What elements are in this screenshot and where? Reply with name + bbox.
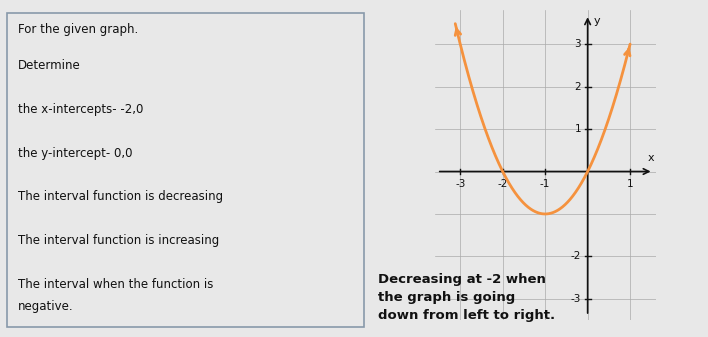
Text: -2: -2 bbox=[498, 179, 508, 189]
Text: the x-intercepts- -2,0: the x-intercepts- -2,0 bbox=[18, 102, 144, 116]
Text: Determine: Determine bbox=[18, 59, 81, 71]
Text: the y-intercept- 0,0: the y-intercept- 0,0 bbox=[18, 147, 133, 159]
Text: y: y bbox=[594, 17, 600, 27]
Text: Decreasing at -2 when
the graph is going
down from left to right.: Decreasing at -2 when the graph is going… bbox=[378, 273, 555, 322]
Text: For the given graph.: For the given graph. bbox=[18, 23, 139, 36]
Text: 1: 1 bbox=[575, 124, 581, 134]
Text: -3: -3 bbox=[455, 179, 465, 189]
Text: x: x bbox=[648, 153, 655, 163]
Text: The interval function is decreasing: The interval function is decreasing bbox=[18, 190, 224, 204]
Text: The interval when the function is: The interval when the function is bbox=[18, 278, 214, 292]
Text: The interval function is increasing: The interval function is increasing bbox=[18, 235, 219, 247]
Text: 2: 2 bbox=[575, 82, 581, 92]
Text: -3: -3 bbox=[571, 294, 581, 304]
Text: -2: -2 bbox=[571, 251, 581, 262]
Text: negative.: negative. bbox=[18, 301, 74, 313]
Text: 3: 3 bbox=[575, 39, 581, 49]
Text: -1: -1 bbox=[540, 179, 550, 189]
Text: 1: 1 bbox=[627, 179, 634, 189]
